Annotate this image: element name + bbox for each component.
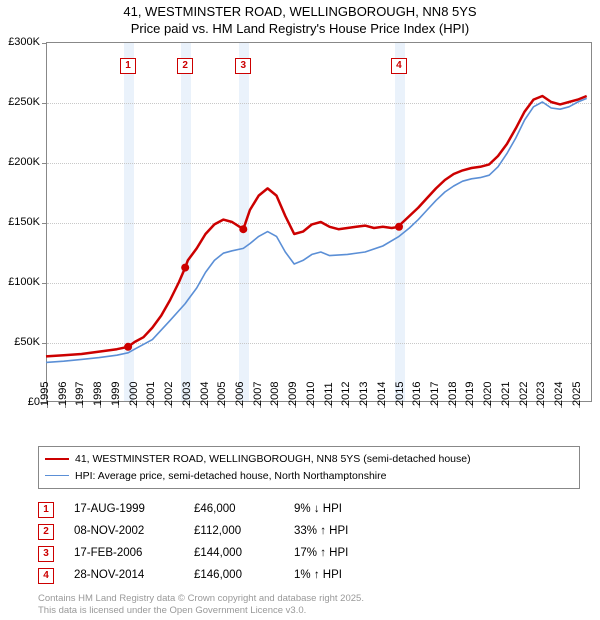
x-tick-label: 2006 <box>234 381 246 405</box>
sale-dot <box>239 225 247 233</box>
y-tick-label: £150K <box>8 216 40 228</box>
sales-table: 1 17-AUG-1999 £46,000 9% ↓ HPI 2 08-NOV-… <box>38 499 580 586</box>
y-tick-label: £300K <box>8 36 40 48</box>
x-tick-label: 2022 <box>518 381 530 405</box>
sale-dot <box>395 223 403 231</box>
x-tick-label: 2005 <box>216 381 228 405</box>
sale-dot <box>181 263 189 271</box>
sales-row-4: 4 28-NOV-2014 £146,000 1% ↑ HPI <box>38 565 580 587</box>
legend-label-1: 41, WESTMINSTER ROAD, WELLINGBOROUGH, NN… <box>75 451 471 468</box>
sale-marker: 2 <box>177 58 193 74</box>
x-tick-label: 2004 <box>199 381 211 405</box>
sale-idx-4: 4 <box>38 568 54 584</box>
sale-idx-1: 1 <box>38 502 54 518</box>
series-hpi <box>46 98 587 362</box>
legend-row-1: 41, WESTMINSTER ROAD, WELLINGBOROUGH, NN… <box>45 451 573 468</box>
title-line-2: Price paid vs. HM Land Registry's House … <box>0 21 600 38</box>
chart-container: 41, WESTMINSTER ROAD, WELLINGBOROUGH, NN… <box>0 0 600 620</box>
x-tick-label: 2000 <box>128 381 140 405</box>
sale-date-2: 08-NOV-2002 <box>74 521 194 543</box>
legend-label-2: HPI: Average price, semi-detached house,… <box>75 468 386 485</box>
sale-marker: 4 <box>391 58 407 74</box>
x-tick-label: 2014 <box>376 381 388 405</box>
x-tick-label: 2010 <box>305 381 317 405</box>
legend: 41, WESTMINSTER ROAD, WELLINGBOROUGH, NN… <box>38 446 580 490</box>
x-tick-label: 2015 <box>394 381 406 405</box>
x-tick-label: 2017 <box>429 381 441 405</box>
x-tick-label: 1996 <box>57 381 69 405</box>
x-tick-label: 1999 <box>110 381 122 405</box>
y-tick-label: £200K <box>8 156 40 168</box>
sale-diff-2: 33% ↑ HPI <box>294 521 404 543</box>
x-tick-label: 2018 <box>447 381 459 405</box>
x-tick-label: 2007 <box>252 381 264 405</box>
sales-row-3: 3 17-FEB-2006 £144,000 17% ↑ HPI <box>38 543 580 565</box>
x-tick-label: 2011 <box>323 382 335 406</box>
sale-date-4: 28-NOV-2014 <box>74 565 194 587</box>
x-tick-label: 2016 <box>411 381 423 405</box>
x-tick-label: 2013 <box>358 381 370 405</box>
sale-price-1: £46,000 <box>194 499 294 521</box>
y-tick-label: £100K <box>8 276 40 288</box>
x-tick-label: 2021 <box>500 381 512 405</box>
chart-area: £0£50K£100K£150K£200K£250K£300K199519961… <box>46 42 592 402</box>
sale-price-4: £146,000 <box>194 565 294 587</box>
x-tick-label: 2024 <box>553 381 565 405</box>
x-tick-label: 2020 <box>482 381 494 405</box>
x-tick-label: 2023 <box>535 381 547 405</box>
x-tick-label: 2025 <box>571 381 583 405</box>
sale-price-2: £112,000 <box>194 521 294 543</box>
sale-price-3: £144,000 <box>194 543 294 565</box>
y-tick-label: £50K <box>14 336 40 348</box>
sales-row-1: 1 17-AUG-1999 £46,000 9% ↓ HPI <box>38 499 580 521</box>
sale-idx-2: 2 <box>38 524 54 540</box>
sales-row-2: 2 08-NOV-2002 £112,000 33% ↑ HPI <box>38 521 580 543</box>
x-tick-label: 1995 <box>39 381 51 405</box>
chart-svg <box>46 42 592 402</box>
sale-idx-3: 3 <box>38 546 54 562</box>
legend-swatch-1 <box>45 458 69 460</box>
x-tick-label: 2008 <box>269 381 281 405</box>
legend-row-2: HPI: Average price, semi-detached house,… <box>45 468 573 485</box>
sale-marker: 3 <box>235 58 251 74</box>
series-price_paid <box>46 96 587 356</box>
x-tick-label: 1997 <box>74 381 86 405</box>
sale-dot <box>124 343 132 351</box>
legend-swatch-2 <box>45 475 69 476</box>
x-tick-label: 2019 <box>464 381 476 405</box>
y-tick-label: £250K <box>8 96 40 108</box>
footer: Contains HM Land Registry data © Crown c… <box>38 593 580 618</box>
footer-line-2: This data is licensed under the Open Gov… <box>38 605 580 617</box>
title-block: 41, WESTMINSTER ROAD, WELLINGBOROUGH, NN… <box>0 0 600 38</box>
title-line-1: 41, WESTMINSTER ROAD, WELLINGBOROUGH, NN… <box>0 4 600 21</box>
x-tick-label: 1998 <box>92 381 104 405</box>
x-tick-label: 2002 <box>163 381 175 405</box>
sale-diff-1: 9% ↓ HPI <box>294 499 404 521</box>
sale-date-3: 17-FEB-2006 <box>74 543 194 565</box>
x-tick-label: 2009 <box>287 381 299 405</box>
sale-marker: 1 <box>120 58 136 74</box>
sale-date-1: 17-AUG-1999 <box>74 499 194 521</box>
sale-diff-3: 17% ↑ HPI <box>294 543 404 565</box>
footer-line-1: Contains HM Land Registry data © Crown c… <box>38 593 580 605</box>
sale-diff-4: 1% ↑ HPI <box>294 565 404 587</box>
x-tick-label: 2003 <box>181 381 193 405</box>
x-tick-label: 2001 <box>145 381 157 405</box>
x-tick-label: 2012 <box>340 381 352 405</box>
